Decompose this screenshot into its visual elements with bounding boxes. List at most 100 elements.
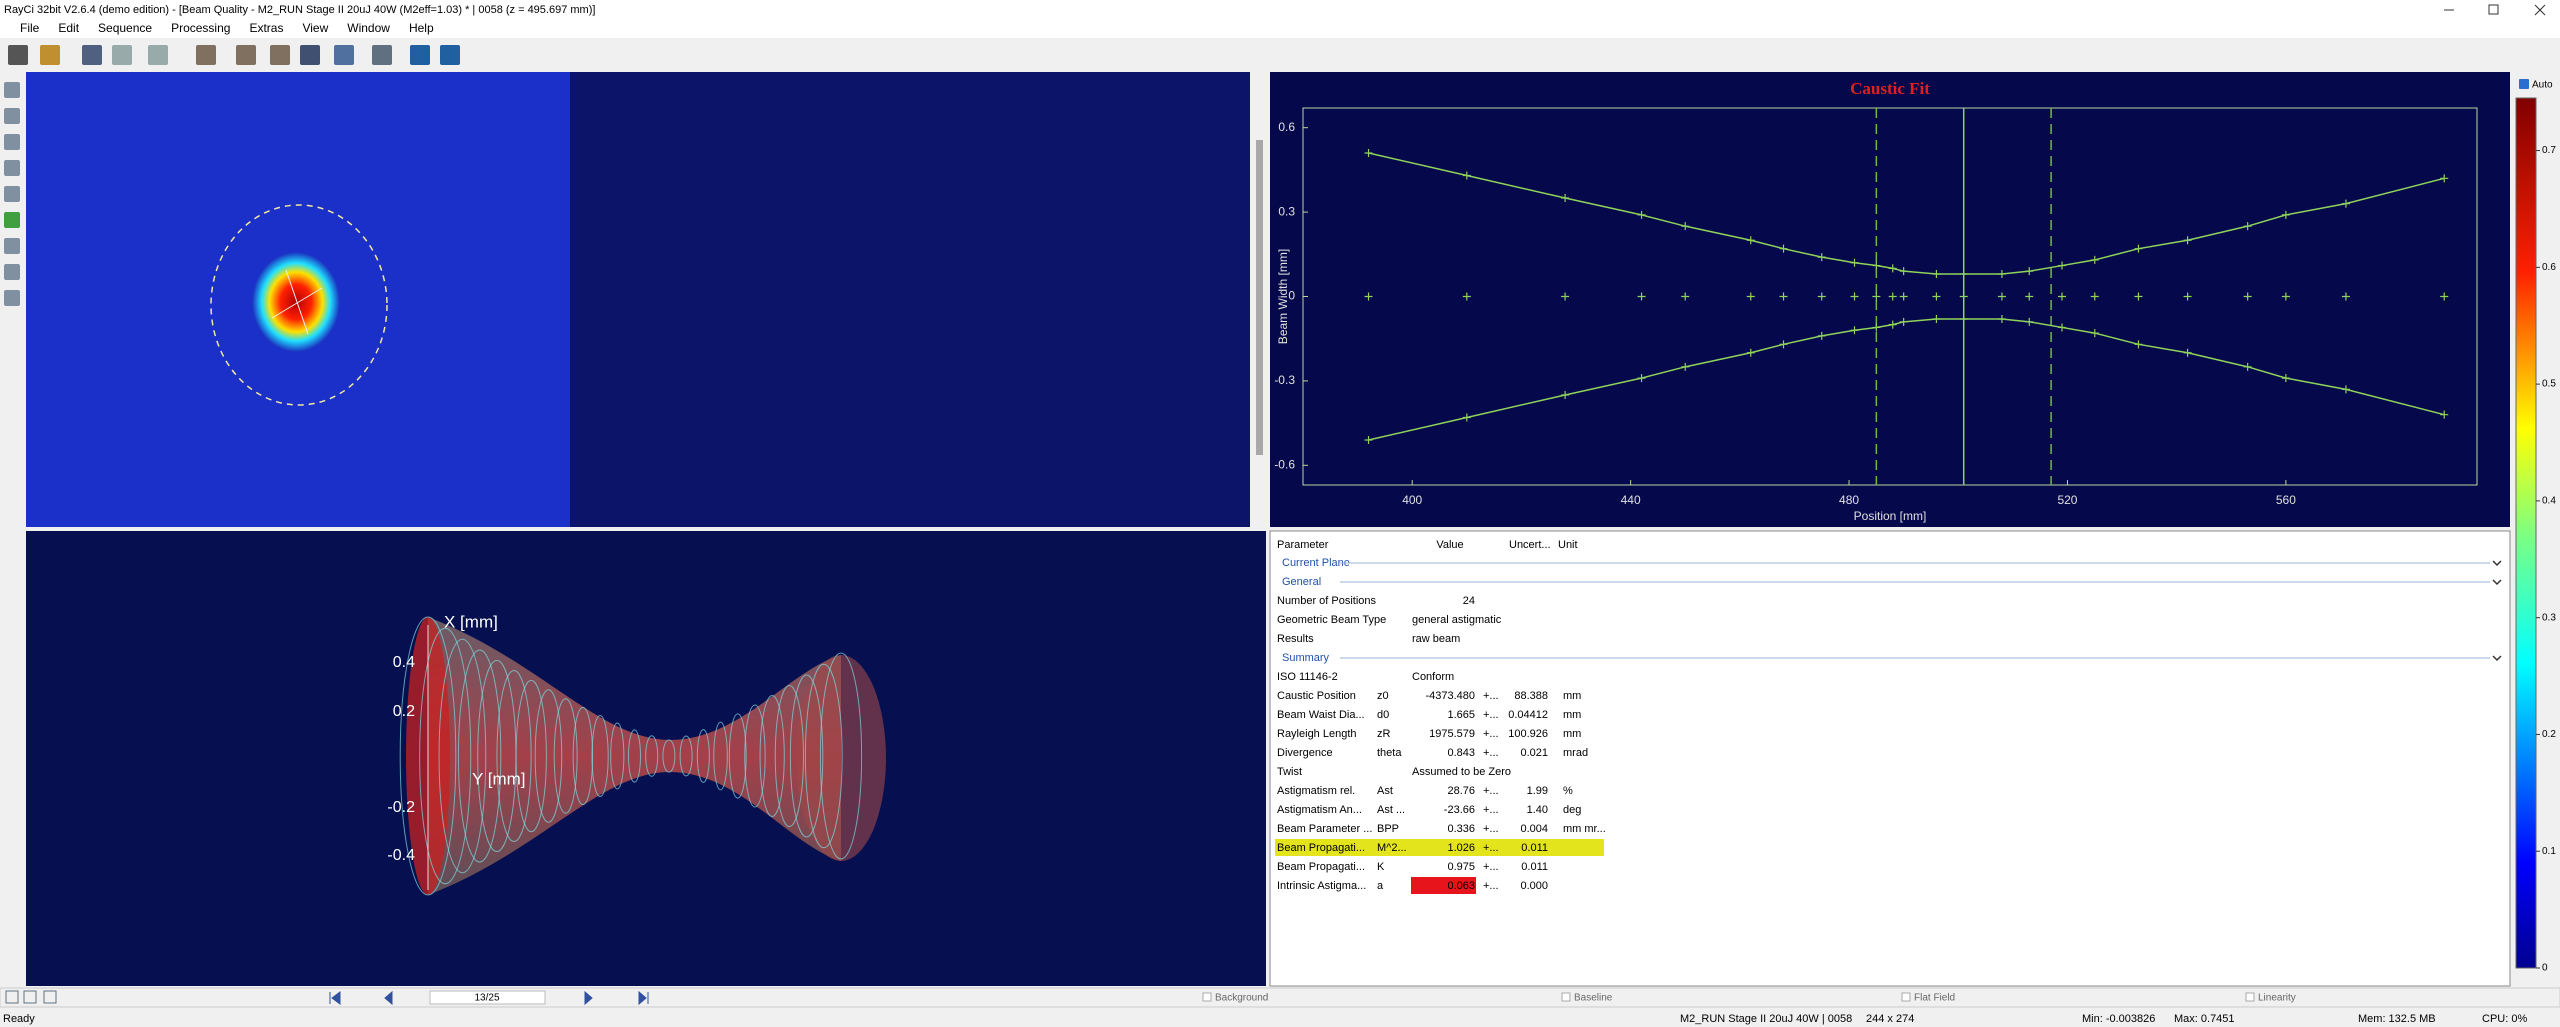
caustic-ring [744,704,766,808]
nav-button[interactable] [329,991,341,1005]
caustic-ring [696,729,710,783]
option-checkbox[interactable] [2245,992,2255,1002]
side-tool[interactable] [4,238,20,254]
y-tick-label: 0 [1288,289,1295,303]
option-label: Linearity [2258,993,2296,1004]
nav-button[interactable] [638,990,649,1006]
side-tool[interactable] [4,134,20,150]
caustic-ring [759,694,785,818]
menu-item[interactable]: Extras [249,21,283,35]
toolbar-button[interactable] [440,45,460,65]
column-header: Uncert... [1509,539,1551,551]
toolbar-button[interactable] [372,45,392,65]
option-checkbox[interactable] [1202,992,1212,1002]
section-toggle[interactable] [2492,579,2502,586]
menu-item[interactable]: Window [347,21,390,35]
view-button[interactable] [23,990,37,1004]
x-tick-label: 560 [2276,493,2296,507]
section-toggle[interactable] [2492,655,2502,662]
unit: deg [1563,804,1581,816]
plus-minus: +... [1483,842,1499,854]
caustic-ring [457,649,502,863]
view-button[interactable] [43,990,57,1004]
toolbar-button[interactable] [236,45,256,65]
toolbar-button[interactable] [82,45,102,65]
data-point [2134,244,2143,253]
scrollbar-thumb[interactable] [1256,140,1263,455]
data-point [2243,362,2252,371]
data-point [1561,194,1570,203]
y-tick-label: -0.3 [1274,373,1295,387]
option-checkbox[interactable] [1901,992,1911,1002]
menu-item[interactable]: View [302,21,328,35]
caustic-ring [610,722,625,790]
toolbar-button[interactable] [40,45,60,65]
side-tool[interactable] [4,212,20,228]
data-point [2440,292,2449,301]
side-tools [4,82,20,306]
y-axis-label: Beam Width [mm] [1276,249,1290,344]
side-tool[interactable] [4,290,20,306]
menu-item[interactable]: Help [409,21,434,35]
side-tool[interactable] [4,186,20,202]
auto-checkbox[interactable] [2519,79,2529,89]
toolbar-button[interactable] [410,45,430,65]
data-point [2183,348,2192,357]
nav-button[interactable] [384,990,393,1006]
caustic-ring [645,735,659,777]
symbol: zR [1377,728,1391,740]
menu-item[interactable]: Sequence [98,21,152,35]
y-tick-label: 0.6 [1278,120,1295,134]
side-tool[interactable] [4,264,20,280]
option-label: Flat Field [1914,993,1955,1004]
window-controls[interactable] [2444,4,2546,16]
x-tick-label: 520 [2057,493,2077,507]
caustic-ring [679,735,693,777]
menu-item[interactable]: Edit [58,21,79,35]
colorbar-tick-label: 0.7 [2542,145,2556,156]
view3d: X [mm] Y [mm] 0.4 0.2 -0.2 -0.4 [387,612,886,896]
section-toggle[interactable] [2492,560,2502,567]
symbol: K [1377,861,1385,873]
status-field: Mem: 132.5 MB [2358,1013,2436,1025]
section-title: General [1282,576,1321,588]
parameter: Astigmatism rel. [1277,785,1355,797]
title-bar [0,0,2560,18]
data-point [2281,292,2290,301]
option-checkbox[interactable] [1561,992,1571,1002]
caustic-panel [1270,72,2510,527]
side-tool[interactable] [4,82,20,98]
nav-button[interactable] [584,990,593,1006]
side-tool[interactable] [4,108,20,124]
frame-counter: 13/25 [474,993,499,1004]
menu-item[interactable]: Processing [171,21,230,35]
toolbar-button[interactable] [270,45,290,65]
data-point [1779,292,1788,301]
parameter: Divergence [1277,747,1333,759]
data-point [1462,171,1471,180]
caustic-ring [774,684,804,828]
toolbar-button[interactable] [148,45,168,65]
toolbar-button[interactable] [196,45,216,65]
data-point [1959,292,1968,301]
data-point [1899,317,1908,326]
toolbar-button[interactable] [112,45,132,65]
axis-tick-label: -0.2 [387,799,415,816]
view-button[interactable] [5,990,19,1004]
toolbar-button[interactable] [334,45,354,65]
menu-bar [0,18,2560,38]
row-highlight [1275,839,1604,856]
uncertainty: 0.000 [1520,880,1548,892]
value: 1.026 [1447,842,1475,854]
data-point [2025,317,2034,326]
side-tool[interactable] [4,160,20,176]
menu-item[interactable]: File [20,21,40,35]
toolbar-button[interactable] [300,45,320,65]
x-tick-label: 400 [1402,493,1422,507]
data-point [1817,292,1826,301]
axis-tick-label: 0.4 [393,654,415,671]
toolbar-button[interactable] [8,45,28,65]
x-tick-label: 440 [1621,493,1641,507]
value: 1.665 [1447,709,1475,721]
